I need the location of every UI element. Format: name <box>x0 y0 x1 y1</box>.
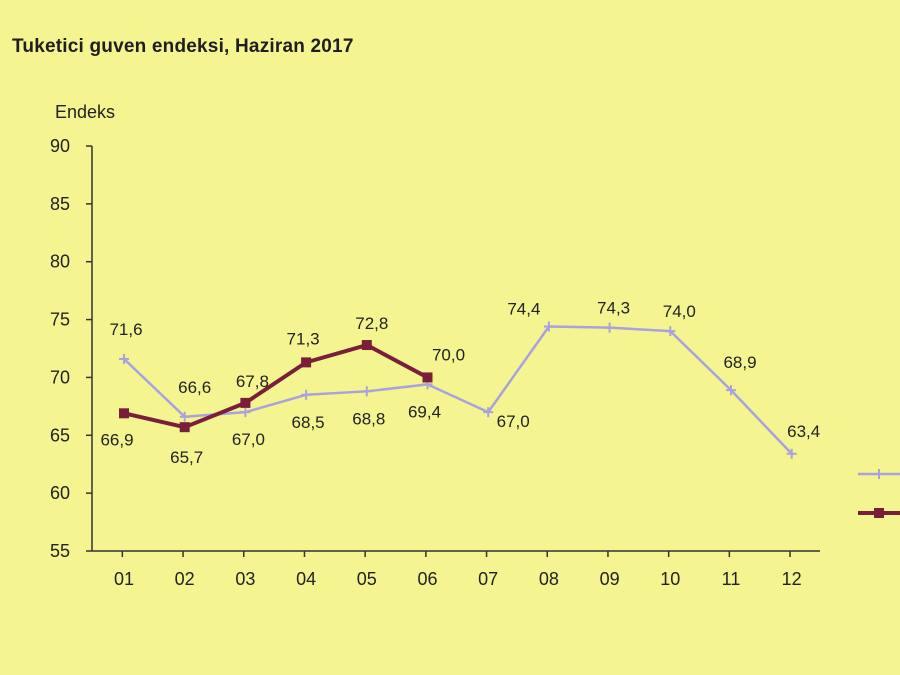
series-1-data-label: 74,0 <box>663 302 696 321</box>
x-tick-label: 06 <box>417 569 437 589</box>
x-tick-label: 03 <box>235 569 255 589</box>
x-tick-label: 04 <box>296 569 316 589</box>
series-1-data-label: 68,9 <box>723 353 756 372</box>
series-1-data-label: 63,4 <box>787 422 820 441</box>
series-1-data-label: 69,4 <box>408 402 441 421</box>
series-1-data-label: 68,5 <box>292 413 325 432</box>
x-tick-label: 08 <box>539 569 559 589</box>
legend-swatch-square <box>874 508 884 518</box>
series-2-data-label: 72,8 <box>355 314 388 333</box>
series-2-point <box>179 422 190 433</box>
y-tick-label: 75 <box>50 310 70 330</box>
y-tick-label: 55 <box>50 541 70 561</box>
series-1-data-label: 74,3 <box>597 299 630 318</box>
series-1-point <box>240 407 251 418</box>
series-2-point <box>240 397 251 408</box>
series-1-point <box>119 353 129 364</box>
y-tick-label: 80 <box>50 252 70 272</box>
series-1-point <box>361 386 372 397</box>
x-tick-label: 11 <box>722 569 741 589</box>
y-tick-label: 65 <box>50 425 70 445</box>
y-tick-label: 90 <box>50 136 70 156</box>
series-1-data-label: 67,0 <box>232 430 265 449</box>
series-2-point <box>119 408 129 419</box>
chart-title: Tuketici guven endeksi, Haziran 2017 <box>12 36 354 57</box>
series-2-point <box>361 340 372 351</box>
y-tick-label: 70 <box>50 367 70 387</box>
series-1-point <box>483 407 494 418</box>
series-2-data-label: 66,9 <box>100 430 133 449</box>
series-1-point <box>786 448 797 459</box>
series-2-data-label: 65,7 <box>170 448 203 467</box>
series-2-point <box>301 357 312 368</box>
x-tick-label: 10 <box>660 569 680 589</box>
series-1-point <box>604 322 615 333</box>
series-2-data-label: 71,3 <box>287 329 320 348</box>
series-1-data-label: 68,8 <box>352 409 385 428</box>
x-tick-label: 12 <box>782 569 802 589</box>
series-1-data-label: 66,6 <box>178 378 211 397</box>
series-1-data-label: 71,6 <box>109 320 142 339</box>
x-tick-label: 01 <box>114 569 134 589</box>
x-tick-label: 09 <box>600 569 620 589</box>
series-1-point <box>301 389 312 400</box>
series-1-data-label: 67,0 <box>497 412 530 431</box>
series-2-data-label: 70,0 <box>432 345 465 364</box>
x-tick-label: 05 <box>357 569 377 589</box>
y-ticks: 55 60 65 70 75 80 85 90 <box>50 136 92 561</box>
series-layer <box>119 321 797 459</box>
legend-item-1 <box>858 469 900 479</box>
x-tick-label: 07 <box>478 569 498 589</box>
y-tick-label: 85 <box>50 194 70 214</box>
x-tick-label: 02 <box>175 569 195 589</box>
series-2-line <box>123 343 429 430</box>
series-1-point <box>543 321 554 332</box>
series-1-point <box>665 326 676 337</box>
series-1-point <box>179 411 190 422</box>
x-ticks: 01 02 03 04 05 06 07 08 09 10 11 12 <box>114 551 802 589</box>
series-1-line <box>123 325 793 455</box>
series-1-point <box>726 385 736 396</box>
series-1-data-label: 74,4 <box>507 300 540 319</box>
data-labels-layer: 71,6 66,6 67,0 68,5 68,8 69,4 67,0 74,4 74,3 74,0… <box>100 299 820 468</box>
legend-item-2 <box>858 508 900 518</box>
series-2-point <box>422 372 433 383</box>
y-tick-label: 60 <box>50 483 70 503</box>
series-2-data-label: 67,8 <box>236 372 269 391</box>
y-axis-label: Endeks <box>55 102 115 122</box>
legend <box>858 469 900 518</box>
